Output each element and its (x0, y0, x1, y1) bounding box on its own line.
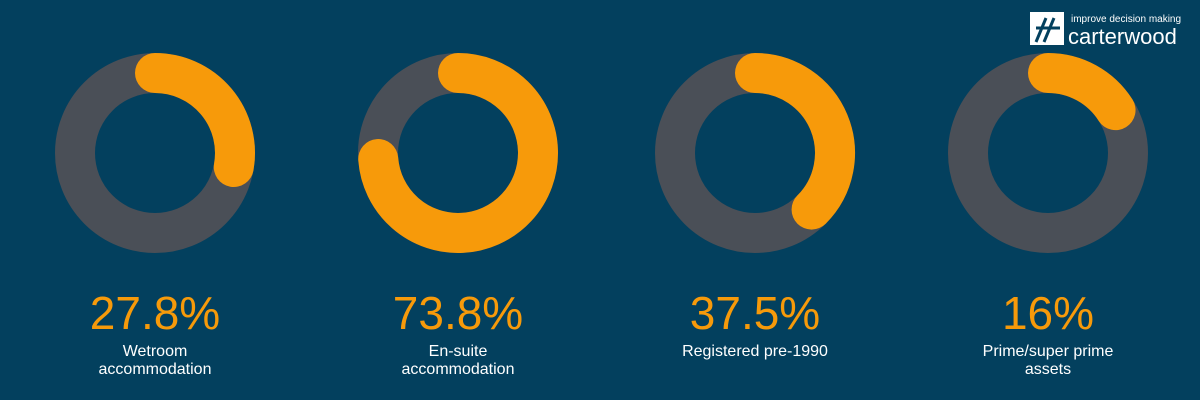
donut-arc (1028, 53, 1136, 131)
logo-icon (1030, 12, 1064, 45)
logo-name: carterwood (1068, 24, 1177, 49)
value-label: 73.8% (392, 287, 524, 339)
logo-tagline: improve decision making (1071, 14, 1182, 25)
donut-arc (358, 53, 558, 253)
donut-arc (735, 53, 855, 230)
value-label: 16% (1001, 287, 1095, 339)
chart-title: Registered pre-1990 (682, 343, 828, 360)
chart-title: En-suite accommodation (401, 343, 515, 378)
value-label: 27.8% (89, 287, 221, 339)
donut-arc (135, 53, 255, 188)
chart-title: Wetroom accommodation (98, 343, 212, 378)
chart-title: Prime/super prime assets (982, 343, 1114, 378)
value-label: 37.5% (689, 287, 821, 339)
